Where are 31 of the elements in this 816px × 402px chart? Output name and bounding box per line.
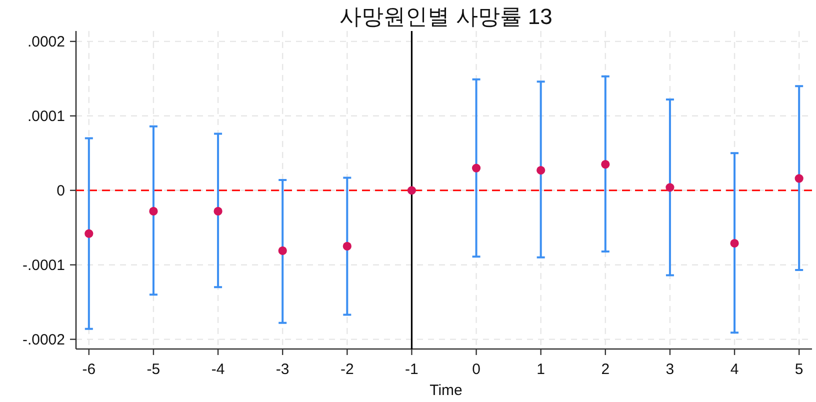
x-tick-label: 1 [536,361,546,378]
point [214,206,222,216]
x-tick-label: 4 [730,361,739,378]
x-tick-label: 5 [794,361,804,378]
point [407,186,416,195]
chart-title: 사망원인별 사망률 13 [340,4,552,29]
point [666,183,674,192]
y-tick-label: .0001 [27,108,65,125]
point [536,166,546,175]
x-tick-label: -1 [405,361,418,378]
y-tick-label: .0002 [27,33,65,50]
point [278,246,287,255]
point [84,229,94,238]
y-tick-label: -.0001 [22,256,65,274]
x-tick-label: -3 [276,361,290,378]
point [149,206,158,216]
y-tick-label: -.0002 [22,331,65,348]
point [794,174,804,183]
x-tick-label: -6 [82,361,96,378]
point [342,242,352,251]
y-tick-label: 0 [56,182,65,200]
x-axis-title: Time [430,382,462,399]
point [601,160,610,169]
point [730,238,739,248]
point [472,164,481,172]
x-tick-label: 2 [601,361,610,378]
x-tick-label: -5 [146,361,160,378]
x-tick-label: -4 [211,361,225,378]
x-tick-label: 0 [472,361,480,378]
x-tick-label: 3 [666,361,674,378]
x-tick-label: -2 [340,361,354,378]
